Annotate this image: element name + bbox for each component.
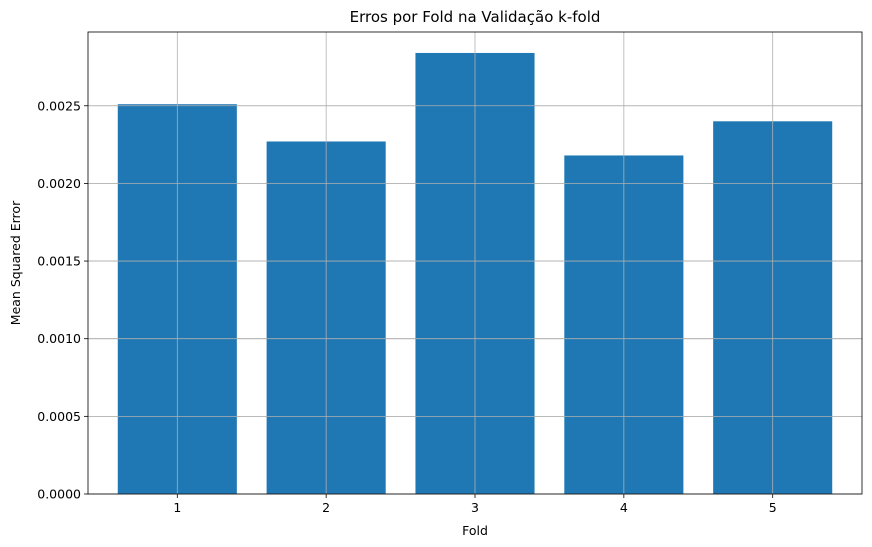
y-tick-label: 0.0025 [37, 98, 81, 113]
x-tick-label: 5 [769, 500, 777, 515]
y-tick-label: 0.0015 [37, 254, 81, 269]
x-tick-label: 4 [620, 500, 628, 515]
x-tick-label: 1 [173, 500, 181, 515]
axes [84, 31, 863, 498]
y-tick-label: 0.0020 [37, 176, 81, 191]
y-tick-label: 0.0000 [37, 487, 81, 502]
y-axis-title: Mean Squared Error [8, 200, 23, 325]
y-tick-label: 0.0010 [37, 331, 81, 346]
x-axis-title: Fold [462, 523, 488, 538]
y-tick-label: 0.0005 [37, 409, 81, 424]
chart-title: Erros por Fold na Validação k-fold [350, 8, 601, 26]
tick-labels: 0.0000 0.0005 0.0010 0.0015 0.0020 0.0025 1 2 3 4… [37, 98, 776, 515]
x-tick-label: 2 [322, 500, 330, 515]
plot-frame [87, 31, 863, 495]
x-tick-label: 3 [471, 500, 479, 515]
